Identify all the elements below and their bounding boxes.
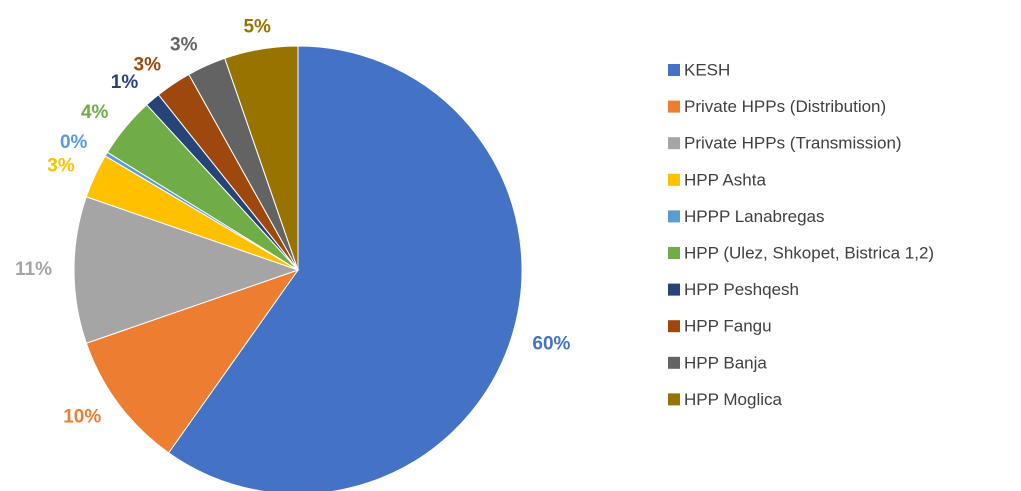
legend-label: HPPP Lanabregas [684, 207, 825, 226]
data-label: 4% [81, 102, 109, 123]
pie-slice [224, 45, 299, 271]
legend-swatch [668, 247, 680, 259]
data-label: 3% [134, 55, 162, 76]
legend-swatch [668, 173, 680, 186]
data-label: 3% [47, 156, 75, 177]
legend-swatch [668, 100, 680, 113]
data-label: 3% [170, 34, 198, 55]
legend-label: HPP Fangu [684, 317, 772, 336]
data-label: 60% [532, 334, 570, 355]
legend-swatch [668, 356, 680, 369]
pie-slice [85, 269, 300, 454]
legend-swatch [668, 210, 680, 223]
legend-swatch [668, 393, 680, 406]
pie-slice [73, 196, 300, 344]
legend-swatch [668, 320, 680, 333]
legend-label: KESH [684, 60, 730, 79]
data-label: 5% [243, 16, 271, 37]
legend-label: HPP Peshqesh [684, 280, 799, 299]
data-label: 10% [63, 407, 101, 428]
legend-label: HPP (Ulez, Shkopet, Bistrica 1,2) [684, 243, 934, 262]
data-label: 0% [60, 132, 88, 153]
legend-swatch [668, 64, 680, 76]
data-label: 11% [15, 259, 52, 280]
pie-slice [167, 45, 523, 491]
legend-label: Private HPPs (Distribution) [684, 97, 886, 116]
legend-swatch [668, 283, 680, 296]
legend-label: HPP Ashta [684, 170, 766, 189]
legend-label: Private HPPs (Transmission) [684, 134, 902, 153]
legend-label: HPP Banja [684, 353, 767, 372]
data-label: 1% [111, 72, 139, 93]
legend-swatch [668, 137, 680, 150]
legend-label: HPP Moglica [684, 390, 782, 409]
